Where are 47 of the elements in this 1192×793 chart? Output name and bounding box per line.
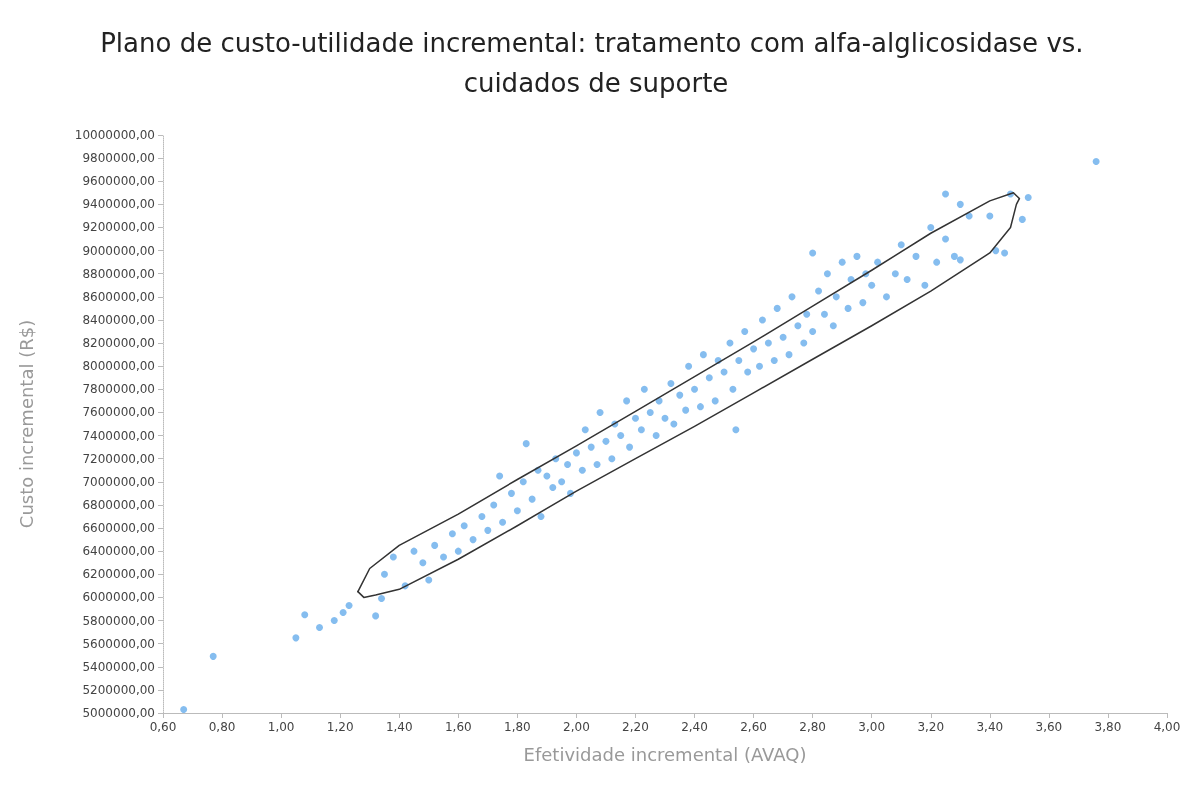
y-tick-label: 8200000,00 bbox=[82, 336, 155, 351]
y-tick-label: 8800000,00 bbox=[82, 266, 155, 281]
y-tick-label: 7000000,00 bbox=[82, 474, 155, 489]
y-tick-label: 7800000,00 bbox=[82, 382, 155, 397]
x-tick-label: 2,60 bbox=[740, 720, 767, 734]
y-tick-label: 10000000,00 bbox=[74, 128, 155, 142]
y-tick-label: 7600000,00 bbox=[82, 405, 155, 420]
y-tick-label: 5000000,00 bbox=[82, 706, 155, 720]
x-tick-label: 3,00 bbox=[858, 720, 886, 734]
y-tick-label: 6400000,00 bbox=[82, 544, 155, 559]
y-tick-label: 8600000,00 bbox=[82, 289, 155, 304]
y-tick-label: 6600000,00 bbox=[82, 521, 155, 536]
x-tick-label: 3,60 bbox=[1035, 720, 1063, 734]
y-tick-label: 9200000,00 bbox=[82, 220, 155, 235]
x-tick-label: 2,80 bbox=[799, 720, 827, 734]
x-tick-label: 3,20 bbox=[917, 720, 945, 734]
y-tick-label: 8000000,00 bbox=[82, 359, 155, 374]
y-tick-label: 5200000,00 bbox=[82, 682, 155, 697]
x-tick-label: 0,80 bbox=[208, 720, 236, 734]
x-tick-label: 3,80 bbox=[1094, 720, 1122, 734]
y-tick-label: 8400000,00 bbox=[82, 312, 155, 327]
y-axis-title: Custo incremental (R$) bbox=[15, 319, 37, 529]
y-tick-label: 5600000,00 bbox=[82, 636, 155, 651]
x-tick-label: 2,40 bbox=[681, 720, 708, 734]
x-tick-label: 2,20 bbox=[622, 720, 649, 734]
x-axis-title: Efetividade incremental (AVAQ) bbox=[523, 743, 807, 765]
x-tick-label: 1,80 bbox=[503, 720, 531, 734]
y-tick-label: 7200000,00 bbox=[82, 451, 155, 466]
x-tick-label: 0,60 bbox=[149, 720, 177, 734]
x-tick-label: 2,00 bbox=[563, 720, 590, 734]
x-tick-label: 3,40 bbox=[976, 720, 1004, 734]
y-tick-label: 6800000,00 bbox=[82, 497, 155, 512]
y-tick-label: 5800000,00 bbox=[82, 613, 155, 628]
y-tick-label: 6200000,00 bbox=[82, 567, 155, 582]
x-tick-label: 1,40 bbox=[385, 720, 413, 734]
y-tick-label: 6000000,00 bbox=[82, 590, 155, 605]
chart-title: Plano de custo-utilidade incremental: tratamento com alfa-alglicosidase vs. cuidados de suporte bbox=[100, 28, 1092, 98]
x-tick-label: 1,00 bbox=[267, 720, 295, 734]
y-tick-label: 9600000,00 bbox=[82, 174, 155, 189]
y-tick-label: 7400000,00 bbox=[82, 428, 155, 443]
y-tick-label: 5400000,00 bbox=[82, 659, 155, 674]
y-tick-label: 9800000,00 bbox=[82, 151, 155, 166]
y-tick-label: 9000000,00 bbox=[82, 243, 155, 258]
x-tick-label: 1,20 bbox=[326, 720, 354, 734]
x-tick-label: 1,60 bbox=[444, 720, 472, 734]
y-tick-label: 9400000,00 bbox=[82, 197, 155, 212]
x-tick-label: 4,00 bbox=[1153, 720, 1181, 734]
